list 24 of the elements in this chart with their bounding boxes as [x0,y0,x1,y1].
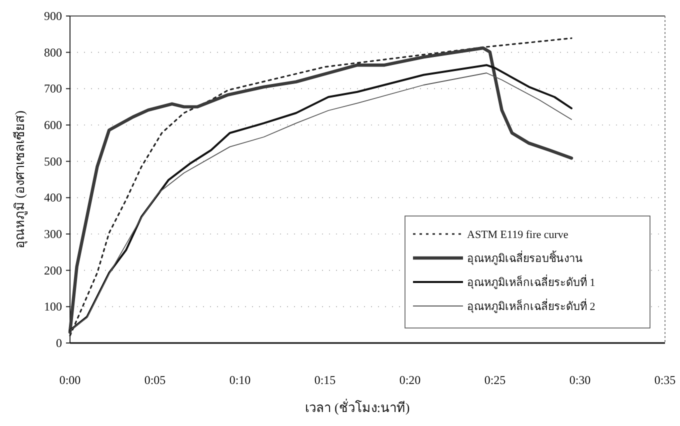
x-tick-label: 0:30 [569,373,591,387]
x-tick-label: 0:20 [399,373,421,387]
legend-label: ASTM E119 fire curve [467,229,568,241]
y-tick-label: 600 [44,118,62,132]
legend-label: อุณหภูมิเฉลี่ยรอบชิ้นงาน [467,250,583,265]
y-tick-label: 0 [56,336,62,350]
y-tick-label: 300 [44,227,62,241]
y-axis-title: อุณหภูมิ (องศาเซลเซียส) [12,110,28,248]
y-tick-label: 800 [44,45,62,60]
legend-label: อุณหภูมิเหล็กเฉลี่ยระดับที่ 2 [467,298,596,313]
y-tick-label: 200 [44,263,62,278]
x-axis-title: เวลา (ชั่วโมง:นาที) [305,399,410,415]
y-tick-label: 700 [44,82,62,96]
y-tick-label: 100 [44,300,62,314]
x-tick-label: 0:10 [229,373,251,387]
legend-label: อุณหภูมิเหล็กเฉลี่ยระดับที่ 1 [467,274,596,289]
x-tick-label: 0:25 [484,373,506,387]
x-tick-label: 0:35 [654,373,676,387]
y-tick-label: 400 [44,190,62,205]
x-tick-label: 0:15 [314,373,336,387]
x-tick-label: 0:00 [59,373,81,387]
y-tick-label: 900 [44,9,62,23]
x-tick-label: 0:05 [144,373,166,387]
y-tick-label: 500 [44,154,62,168]
